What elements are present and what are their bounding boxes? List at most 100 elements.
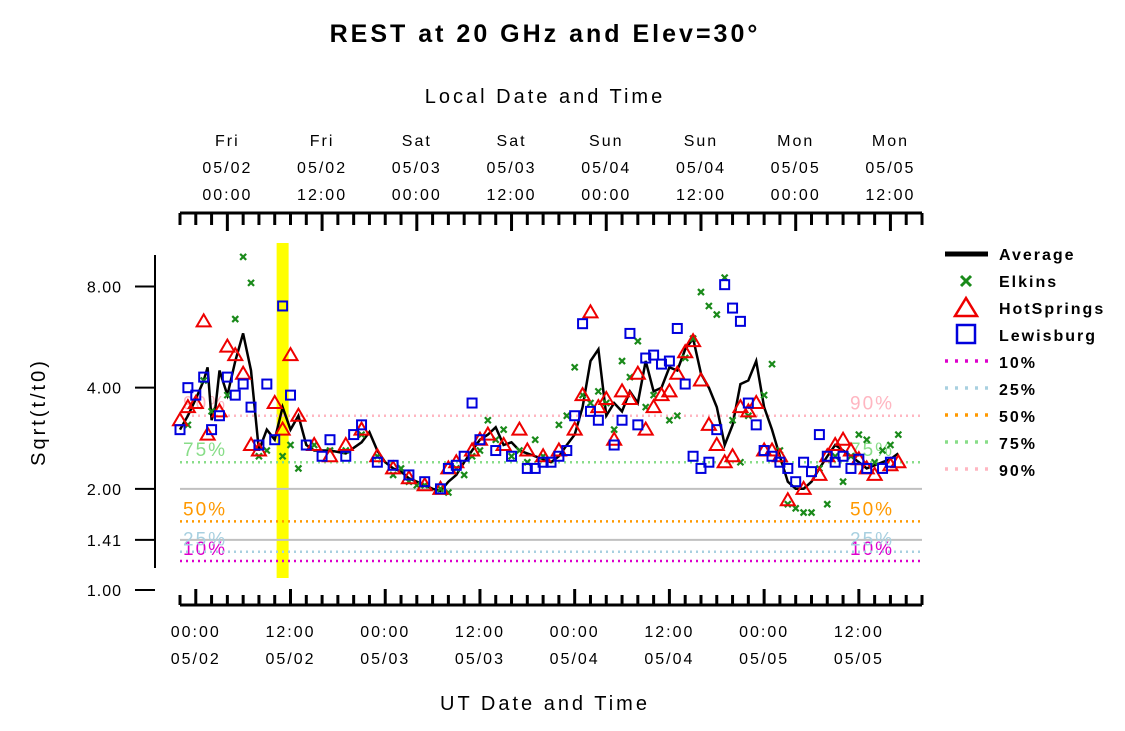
hotsprings-point xyxy=(692,371,710,387)
legend-entry: Average xyxy=(945,247,1074,264)
lewisburg-point xyxy=(237,378,249,390)
hotsprings-point xyxy=(613,382,631,398)
hotsprings-point xyxy=(281,346,300,362)
top-tick-label-time: 00:00 xyxy=(771,187,821,204)
elkins-point xyxy=(878,446,887,455)
lewisburg-point xyxy=(190,389,202,401)
percentile-label-left: 25% xyxy=(183,530,227,551)
elkins-point xyxy=(870,458,879,466)
lewisburg-point xyxy=(356,419,368,431)
bottom-tick-label-time: 00:00 xyxy=(171,624,221,641)
y-tick-label: 8.00 xyxy=(87,279,122,296)
elkins-point-stroke xyxy=(515,446,524,455)
lewisburg-point xyxy=(458,450,470,462)
lewisburg-point xyxy=(640,352,652,364)
hotsprings-point xyxy=(265,394,284,410)
elkins-point-stroke xyxy=(768,360,776,368)
lewisburg-point xyxy=(285,389,297,401)
lewisburg-point xyxy=(316,450,328,462)
hotsprings-point xyxy=(273,420,292,436)
legend-label: Lewisburg xyxy=(999,328,1097,345)
percentile-label-left: 75% xyxy=(183,440,227,461)
lewisburg-point xyxy=(742,397,754,409)
percentile-label-left: 10% xyxy=(183,539,227,560)
bottom-tick-label-date: 05/04 xyxy=(550,651,600,668)
elkins-point xyxy=(231,315,240,323)
elkins-point-stroke xyxy=(231,315,240,323)
elkins-point xyxy=(807,508,816,517)
elkins-point-stroke xyxy=(673,411,682,420)
bottom-tick-label-date: 05/04 xyxy=(644,651,694,668)
hotsprings-point xyxy=(842,441,860,457)
elkins-point xyxy=(705,302,713,310)
lewisburg-point xyxy=(450,459,462,471)
elkins-point-stroke xyxy=(594,387,603,396)
hotsprings-point xyxy=(494,436,513,452)
hotsprings-point xyxy=(723,447,742,463)
bottom-tick-label-time: 00:00 xyxy=(360,624,410,641)
elkins-point-stroke xyxy=(531,435,539,444)
lewisburg-point xyxy=(821,450,833,462)
lewisburg-point xyxy=(592,414,604,426)
lewisburg-point xyxy=(340,450,352,462)
lewisburg-point xyxy=(221,371,233,383)
elkins-point-stroke xyxy=(862,435,871,444)
lewisburg-point xyxy=(727,302,739,314)
bottom-tick-label-date: 05/03 xyxy=(455,651,505,668)
elkins-point xyxy=(894,430,903,439)
elkins-point-stroke xyxy=(649,391,658,399)
elkins-point xyxy=(570,363,579,372)
top-tick-label-date: 05/03 xyxy=(487,160,537,177)
elkins-point xyxy=(594,387,603,396)
elkins-point xyxy=(791,504,800,513)
percentile-label-right: 50% xyxy=(850,499,894,520)
elkins-point-stroke xyxy=(791,504,800,513)
hotsprings-point xyxy=(834,430,852,446)
hotsprings-point xyxy=(794,479,813,495)
elkins-point xyxy=(618,357,626,365)
chart-title: REST at 20 GHz and Elev=30° xyxy=(330,20,761,48)
lewisburg-point xyxy=(884,456,896,468)
elkins-point xyxy=(697,288,705,296)
lewisburg-point xyxy=(442,462,454,474)
lewisburg-point xyxy=(711,424,723,436)
elkins-point-stroke xyxy=(886,441,895,449)
elkins-point-stroke xyxy=(460,471,468,479)
percentile-label-right: 90% xyxy=(850,394,894,415)
lewisburg-point xyxy=(206,424,218,436)
hotsprings-point xyxy=(652,386,671,402)
data-series xyxy=(171,253,908,517)
elkins-point xyxy=(563,411,571,420)
elkins-point xyxy=(484,416,492,425)
hotsprings-point xyxy=(700,415,718,431)
elkins-point-stroke xyxy=(413,481,421,490)
legend-label: Elkins xyxy=(999,274,1058,291)
elkins-point-stroke xyxy=(247,279,255,287)
legend-label: 25% xyxy=(999,382,1037,399)
top-tick-label-day: Sun xyxy=(589,133,623,150)
hotsprings-point xyxy=(463,441,481,457)
lewisburg-point xyxy=(758,445,770,457)
x-axis-title: UT Date and Time xyxy=(440,693,650,715)
hotsprings-point xyxy=(534,447,552,463)
lewisburg-point xyxy=(624,327,636,339)
bottom-tick-label-time: 00:00 xyxy=(739,624,789,641)
lewisburg-point xyxy=(671,322,683,334)
y-tick-label: 1.41 xyxy=(87,533,122,550)
elkins-point-stroke xyxy=(799,508,808,517)
bottom-tick-label-time: 12:00 xyxy=(834,624,884,641)
elkins-point-stroke xyxy=(705,302,713,310)
lewisburg-point xyxy=(616,414,628,426)
hotsprings-point xyxy=(179,398,197,414)
elkins-point xyxy=(768,360,776,368)
top-tick-label-date: 05/02 xyxy=(297,160,347,177)
elkins-point-stroke xyxy=(823,500,832,508)
lewisburg-point xyxy=(403,469,415,481)
legend-swatch xyxy=(955,323,977,345)
elkins-point-stroke xyxy=(555,421,563,429)
hotsprings-point xyxy=(226,346,244,362)
hotsprings-point xyxy=(621,390,639,406)
hotsprings-point xyxy=(479,425,497,441)
hotsprings-point xyxy=(684,332,702,348)
